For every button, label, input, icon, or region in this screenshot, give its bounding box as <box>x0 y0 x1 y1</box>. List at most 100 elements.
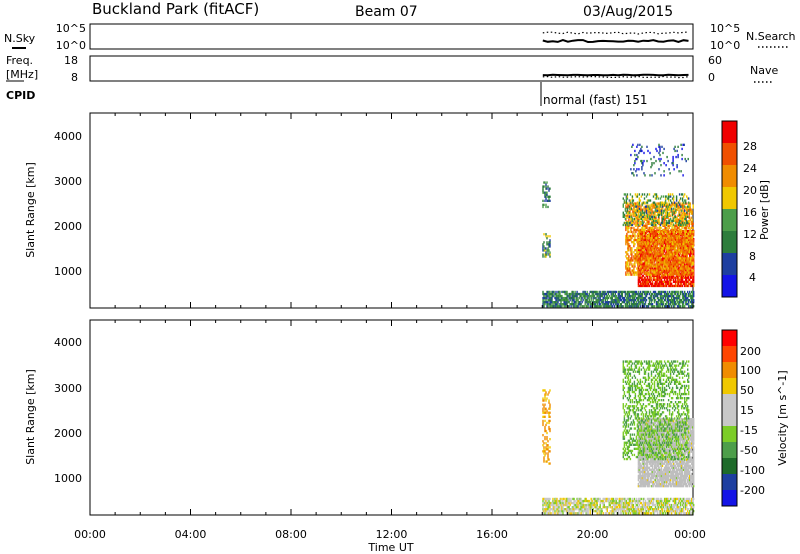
range-cell <box>674 249 676 252</box>
range-cell <box>571 303 573 306</box>
range-cell <box>668 282 671 285</box>
range-cell <box>624 292 627 296</box>
range-cell <box>693 282 695 285</box>
range-cell <box>626 503 629 507</box>
range-cell <box>639 217 642 220</box>
range-cell <box>576 501 578 505</box>
range-cell <box>556 503 558 507</box>
range-cell <box>572 294 574 298</box>
range-cell <box>672 230 674 234</box>
range-cell <box>649 512 652 515</box>
range-cell <box>647 247 649 250</box>
range-cell <box>692 263 694 266</box>
range-cell <box>668 226 670 230</box>
range-cell <box>574 503 576 507</box>
range-cell <box>642 274 645 277</box>
range-cell <box>680 143 682 146</box>
range-cell <box>548 512 550 515</box>
range-cell <box>643 292 646 296</box>
range-cell <box>553 503 555 507</box>
range-cell <box>679 299 682 302</box>
range-cell <box>544 195 546 198</box>
range-cell <box>628 259 630 262</box>
range-cell <box>648 247 650 250</box>
range-cell <box>561 499 563 503</box>
range-cell <box>650 228 652 232</box>
range-cell <box>637 280 640 283</box>
range-cell <box>639 290 642 294</box>
range-cell <box>624 294 627 298</box>
range-cell <box>647 501 650 505</box>
range-cell <box>663 236 665 240</box>
range-cell <box>669 253 671 256</box>
range-cell <box>669 224 671 227</box>
range-cell <box>665 215 668 218</box>
range-cell <box>613 510 615 513</box>
range-cell <box>640 228 642 232</box>
range-cell <box>674 228 676 232</box>
range-cell <box>655 241 657 244</box>
power-cbar-tick-16: 16 <box>743 206 757 219</box>
range-cell <box>631 499 634 503</box>
range-cell <box>664 280 667 283</box>
range-cell <box>593 301 595 304</box>
range-cell <box>690 276 692 279</box>
range-cell <box>677 241 679 244</box>
range-cell <box>629 193 632 196</box>
range-cell <box>614 296 616 300</box>
range-cell <box>673 259 675 262</box>
range-cell <box>643 234 646 237</box>
range-cell <box>664 218 666 221</box>
range-cell <box>667 280 670 283</box>
range-cell <box>547 497 549 501</box>
range-cell <box>566 292 568 296</box>
range-cell <box>548 199 550 202</box>
range-cell <box>625 296 628 300</box>
range-cell <box>634 243 636 246</box>
range-cell <box>684 245 686 248</box>
range-cell <box>664 292 667 296</box>
range-cell <box>635 238 637 242</box>
range-cell <box>577 305 579 308</box>
range-cell <box>682 201 685 204</box>
range-cell <box>645 510 648 513</box>
range-cell <box>649 222 651 225</box>
range-cell <box>617 301 619 304</box>
range-cell <box>641 168 643 171</box>
range-cell <box>624 503 627 507</box>
range-cell <box>692 222 694 225</box>
range-cell <box>687 299 689 302</box>
range-cell <box>679 257 681 260</box>
range-cell <box>633 497 636 501</box>
range-cell <box>633 168 635 171</box>
range-cell <box>573 497 575 501</box>
range-cell <box>655 243 657 246</box>
range-cell <box>545 255 547 258</box>
range-cell <box>642 162 644 165</box>
range-cell <box>635 170 637 173</box>
range-cell <box>674 269 676 272</box>
range-cell <box>690 252 692 255</box>
range-cell <box>659 201 662 204</box>
range-cell <box>654 226 656 230</box>
range-cell <box>682 212 684 215</box>
range-cell <box>641 221 644 225</box>
range-cell <box>681 284 684 288</box>
range-cell <box>625 271 627 274</box>
range-cell <box>686 243 688 246</box>
range-cell <box>672 299 675 302</box>
range-cell <box>557 512 559 515</box>
range-cell <box>687 236 689 240</box>
range-cell <box>651 164 653 167</box>
range-cell <box>621 305 623 308</box>
range-cell <box>631 241 633 244</box>
range-cell <box>658 282 661 285</box>
range-cell <box>662 273 664 276</box>
range-cell <box>644 280 647 283</box>
range-cell <box>674 245 676 248</box>
range-cell <box>661 280 664 283</box>
range-cell <box>658 151 660 155</box>
range-cell <box>579 510 581 513</box>
range-cell <box>678 226 680 230</box>
range-cell <box>646 271 648 274</box>
